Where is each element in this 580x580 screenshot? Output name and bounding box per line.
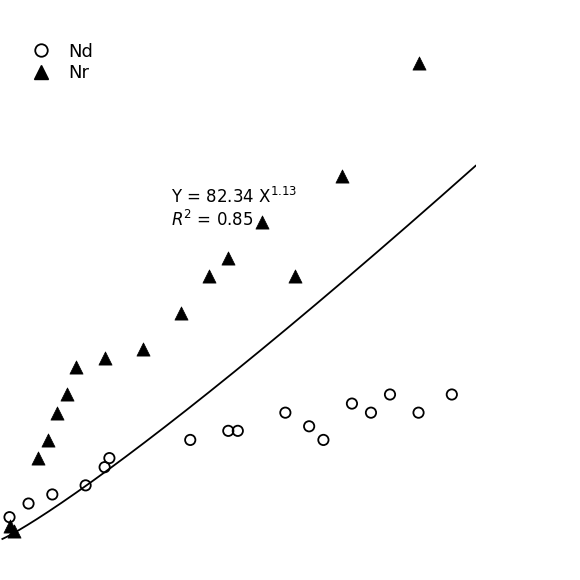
Point bbox=[224, 426, 233, 436]
Point bbox=[48, 490, 57, 499]
Point bbox=[447, 390, 456, 399]
Point bbox=[81, 481, 90, 490]
Legend: Nd, Nr: Nd, Nr bbox=[23, 43, 93, 82]
Point bbox=[176, 308, 186, 317]
Point bbox=[105, 454, 114, 463]
Point bbox=[290, 271, 299, 281]
Point bbox=[5, 513, 14, 522]
Point bbox=[319, 435, 328, 444]
Point bbox=[257, 217, 266, 226]
Point bbox=[24, 499, 33, 508]
Point bbox=[52, 408, 61, 417]
Point bbox=[224, 253, 233, 263]
Point bbox=[71, 362, 81, 372]
Point bbox=[62, 390, 71, 399]
Point bbox=[186, 435, 195, 444]
Point bbox=[233, 426, 242, 436]
Point bbox=[414, 408, 423, 417]
Point bbox=[338, 172, 347, 181]
Point bbox=[34, 454, 43, 463]
Point bbox=[385, 390, 394, 399]
Point bbox=[347, 399, 357, 408]
Point bbox=[367, 408, 376, 417]
Point bbox=[100, 353, 109, 363]
Text: Y = 82.34 X$^{1.13}$
$R^2$ = 0.85: Y = 82.34 X$^{1.13}$ $R^2$ = 0.85 bbox=[171, 187, 298, 230]
Point bbox=[10, 526, 19, 535]
Point bbox=[138, 345, 147, 354]
Point bbox=[281, 408, 290, 417]
Point bbox=[205, 271, 214, 281]
Point bbox=[5, 521, 14, 531]
Point bbox=[414, 58, 423, 67]
Point bbox=[304, 422, 314, 431]
Point bbox=[43, 435, 52, 444]
Point bbox=[100, 462, 109, 472]
